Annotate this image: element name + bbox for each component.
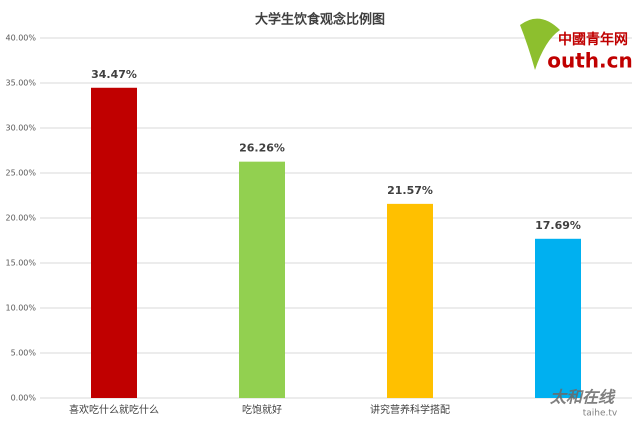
y-tick-label: 35.00% (5, 79, 36, 88)
value-label: 34.47% (91, 68, 137, 81)
y-tick-label: 0.00% (11, 394, 37, 403)
logo: 中國青年网 outh.cn (520, 18, 633, 73)
y-tick-label: 20.00% (5, 214, 36, 223)
y-tick-label: 30.00% (5, 124, 36, 133)
logo-site: outh.cn (547, 49, 632, 73)
logo-leaf (520, 18, 560, 71)
x-tick-label: 吃饱就好 (242, 403, 282, 416)
y-tick-label: 10.00% (5, 304, 36, 313)
value-label: 21.57% (387, 184, 433, 197)
logo-name: 中國青年网 (558, 31, 628, 48)
y-tick-label: 40.00% (5, 34, 36, 43)
value-label: 26.26% (239, 142, 285, 155)
watermark: 太和在线 taihe.tv (549, 388, 618, 419)
y-tick-label: 5.00% (11, 349, 37, 358)
bar (387, 203, 433, 398)
y-tick-label: 25.00% (5, 169, 36, 178)
bar (91, 87, 137, 399)
bar (535, 238, 581, 398)
value-label: 17.69% (535, 219, 581, 232)
y-tick-label: 15.00% (5, 259, 36, 268)
x-tick-label: 讲究营养科学搭配 (370, 403, 450, 416)
chart-title: 大学生饮食观念比例图 (255, 12, 385, 28)
x-tick-label: 喜欢吃什么就吃什么 (69, 403, 159, 416)
watermark-name: 太和在线 (549, 388, 616, 407)
bar (239, 161, 285, 398)
watermark-site: taihe.tv (583, 409, 618, 419)
